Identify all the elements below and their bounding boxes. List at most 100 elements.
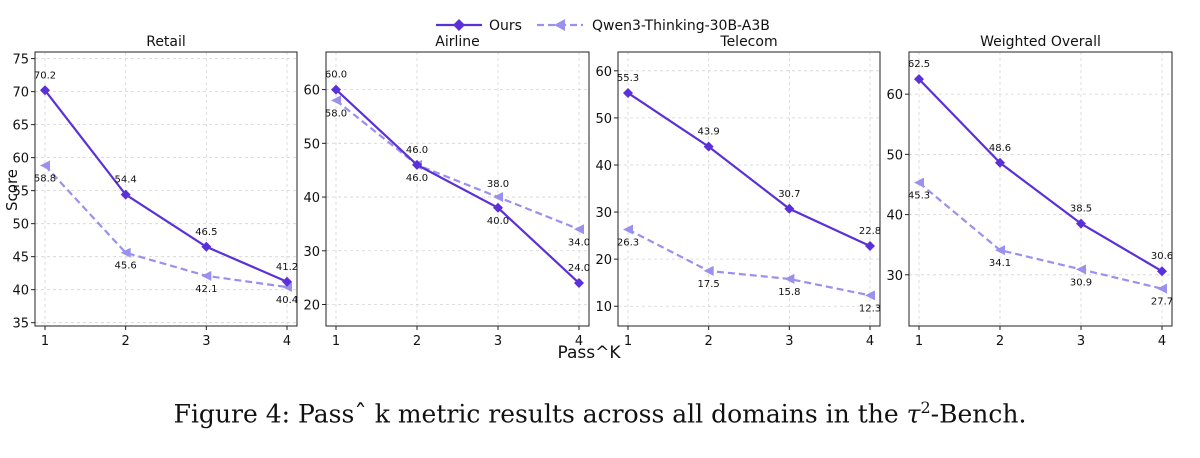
data-label-ours: 55.3 bbox=[617, 73, 639, 84]
data-point-ours bbox=[1157, 266, 1167, 277]
data-label-ours: 40.0 bbox=[487, 216, 509, 227]
panel-airline: Airline 20 30 40 50 60 1 2 3 4 58.0 46.0 38.0 34.0 60.… bbox=[303, 34, 590, 349]
x-tick-label: 4 bbox=[575, 334, 583, 349]
x-tick-label: 3 bbox=[494, 334, 502, 349]
data-label-ours: 30.7 bbox=[778, 189, 800, 200]
panel-title: Retail bbox=[146, 34, 186, 50]
data-label-ours: 30.6 bbox=[1151, 251, 1173, 262]
caption-suffix: -Bench. bbox=[930, 399, 1027, 429]
data-point-baseline bbox=[282, 282, 292, 293]
y-tick-label: 20 bbox=[303, 299, 320, 314]
y-tick-label: 30 bbox=[595, 206, 612, 221]
data-label-baseline: 34.1 bbox=[989, 258, 1011, 269]
data-label-baseline: 12.3 bbox=[859, 303, 881, 314]
data-point-baseline bbox=[623, 224, 633, 235]
data-point-baseline bbox=[40, 160, 50, 171]
data-point-baseline bbox=[201, 270, 212, 281]
y-tick-label: 45 bbox=[12, 251, 29, 266]
y-tick-label: 30 bbox=[303, 245, 320, 260]
panel-retail: Retail 35 40 45 50 55 60 65 70 75 1 2 3 4 58.8 45.6 42.1… bbox=[12, 34, 298, 349]
data-point-ours bbox=[331, 84, 341, 95]
y-tick-label: 40 bbox=[886, 209, 903, 224]
series-baseline-line bbox=[335, 99, 580, 231]
x-tick-label: 2 bbox=[996, 334, 1004, 349]
data-point-ours bbox=[282, 276, 292, 287]
data-label-baseline: 58.8 bbox=[34, 174, 56, 185]
data-point-ours bbox=[201, 241, 212, 252]
x-tick-label: 2 bbox=[705, 334, 713, 349]
x-tick-label: 3 bbox=[785, 334, 793, 349]
data-point-baseline bbox=[1157, 283, 1167, 294]
data-point-ours bbox=[784, 203, 795, 214]
x-tick-label: 3 bbox=[1077, 334, 1085, 349]
data-label-baseline: 42.1 bbox=[195, 284, 217, 295]
data-label-ours: 46.0 bbox=[406, 145, 428, 156]
series-baseline-line bbox=[918, 181, 1163, 290]
y-tick-label: 10 bbox=[595, 300, 612, 315]
x-tick-label: 3 bbox=[202, 334, 210, 349]
data-point-baseline bbox=[574, 224, 584, 235]
data-label-baseline: 58.0 bbox=[325, 108, 347, 119]
series-ours-line bbox=[44, 89, 288, 283]
data-point-baseline bbox=[703, 265, 714, 276]
panel-title: Telecom bbox=[719, 34, 777, 50]
data-label-ours: 62.5 bbox=[908, 59, 930, 70]
data-label-ours: 38.5 bbox=[1070, 204, 1092, 215]
data-point-ours bbox=[493, 202, 503, 213]
data-point-baseline bbox=[331, 95, 341, 106]
data-point-ours bbox=[574, 278, 584, 289]
data-label-baseline: 45.6 bbox=[115, 261, 137, 272]
y-tick-label: 40 bbox=[595, 159, 612, 174]
data-label-baseline: 34.0 bbox=[568, 237, 590, 248]
panel-weighted-overall: Weighted Overall 30 40 50 60 1 2 3 4 45.3 34.1 30.9… bbox=[886, 34, 1173, 349]
data-label-ours: 22.8 bbox=[859, 226, 881, 237]
caption-tau: τ bbox=[906, 399, 921, 429]
y-axis-label: Score bbox=[3, 169, 21, 211]
legend-baseline-label: Qwen3-Thinking-30B-A3B bbox=[592, 18, 770, 34]
data-label-ours: 48.6 bbox=[989, 143, 1011, 154]
y-tick-label: 40 bbox=[303, 191, 320, 206]
y-tick-label: 75 bbox=[12, 53, 29, 68]
legend: Ours Qwen3-Thinking-30B-A3B bbox=[436, 18, 770, 34]
y-tick-label: 50 bbox=[886, 148, 903, 163]
y-tick-label: 50 bbox=[595, 112, 612, 127]
data-label-ours: 46.5 bbox=[195, 227, 217, 238]
x-tick-label: 1 bbox=[332, 334, 340, 349]
x-tick-label: 4 bbox=[283, 334, 291, 349]
series-ours-line bbox=[918, 78, 1163, 273]
plot-frame bbox=[617, 51, 881, 327]
data-label-baseline: 46.0 bbox=[406, 173, 428, 184]
series-baseline-line bbox=[627, 228, 871, 297]
data-point-baseline bbox=[1076, 264, 1086, 275]
legend-ours-marker bbox=[453, 19, 465, 31]
data-point-baseline bbox=[914, 177, 924, 188]
y-tick-label: 50 bbox=[12, 218, 29, 233]
data-point-baseline bbox=[865, 290, 875, 301]
plot-frame bbox=[908, 51, 1173, 327]
x-tick-label: 2 bbox=[413, 334, 421, 349]
data-label-ours: 60.0 bbox=[325, 70, 347, 81]
data-point-baseline bbox=[493, 192, 503, 203]
y-tick-label: 40 bbox=[12, 284, 29, 299]
data-point-ours bbox=[623, 87, 633, 98]
data-point-ours bbox=[914, 74, 924, 85]
data-label-ours: 43.9 bbox=[698, 127, 720, 138]
y-tick-label: 20 bbox=[595, 253, 612, 268]
series-ours-line bbox=[335, 88, 580, 284]
figure-caption: Figure 4: Passˆ k metric results across … bbox=[0, 398, 1200, 428]
x-tick-label: 1 bbox=[624, 334, 632, 349]
data-label-baseline: 40.4 bbox=[276, 295, 298, 306]
data-point-ours bbox=[40, 85, 50, 96]
y-tick-label: 35 bbox=[12, 317, 29, 332]
y-tick-label: 60 bbox=[303, 84, 320, 99]
y-tick-label: 50 bbox=[303, 137, 320, 152]
y-tick-label: 70 bbox=[12, 86, 29, 101]
x-tick-label: 1 bbox=[41, 334, 49, 349]
x-tick-label: 4 bbox=[866, 334, 874, 349]
data-label-baseline: 45.3 bbox=[908, 191, 930, 202]
data-label-baseline: 38.0 bbox=[487, 179, 509, 190]
legend-ours-label: Ours bbox=[489, 18, 522, 34]
data-point-baseline bbox=[784, 273, 795, 284]
y-tick-label: 65 bbox=[12, 119, 29, 134]
data-label-ours: 41.2 bbox=[276, 262, 298, 273]
